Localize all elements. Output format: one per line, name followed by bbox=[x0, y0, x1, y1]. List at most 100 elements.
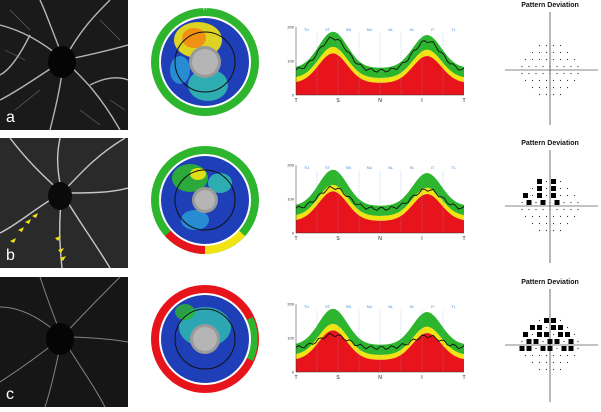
pd-normal-point bbox=[570, 208, 572, 211]
pd-normal-point bbox=[521, 201, 523, 204]
pd-deficit-point bbox=[537, 332, 542, 337]
pd-normal-point bbox=[538, 86, 541, 89]
sector-label: IN bbox=[410, 165, 414, 170]
pd-normal-point bbox=[524, 215, 527, 218]
thickness-map-svg: ST bbox=[151, 6, 259, 116]
sector-label: TU bbox=[304, 304, 309, 309]
pd-normal-point bbox=[545, 215, 548, 218]
sector-label: TL bbox=[451, 27, 456, 32]
x-tick-label: T bbox=[462, 98, 465, 104]
panel-letter: a bbox=[6, 109, 15, 126]
pd-normal-point bbox=[545, 86, 548, 89]
pd-normal-point bbox=[538, 368, 541, 371]
pattern-deviation-title: Pattern Deviation bbox=[521, 2, 579, 9]
thickness-map: ST bbox=[150, 0, 260, 130]
pd-normal-point bbox=[528, 65, 530, 68]
pd-normal-point bbox=[566, 222, 569, 225]
pd-normal-point bbox=[563, 208, 565, 211]
pd-normal-point bbox=[566, 215, 569, 218]
pd-normal-point bbox=[559, 51, 562, 54]
pd-normal-point bbox=[552, 79, 555, 82]
pd-normal-point bbox=[542, 72, 544, 75]
pd-normal-point bbox=[566, 187, 569, 190]
x-tick-label: I bbox=[421, 375, 422, 381]
pd-normal-point bbox=[559, 180, 562, 183]
rnfl-profile: TU ST SN NU NL IN IT TL 200 100 0 T S N I T bbox=[282, 138, 470, 268]
y-tick-label: 100 bbox=[287, 59, 294, 64]
pd-deficit-point bbox=[558, 325, 563, 330]
pd-normal-point bbox=[559, 194, 562, 197]
pattern-deviation: Pattern Deviation bbox=[500, 138, 601, 268]
sector-label: IT bbox=[431, 165, 435, 170]
sector-label: SN bbox=[346, 304, 352, 309]
pd-deficit-point bbox=[551, 325, 556, 330]
row-a: a ST TU ST SN NU NL IN IT TL 200 100 0 T S N I T Patter… bbox=[0, 0, 601, 131]
thickness-map bbox=[150, 138, 260, 268]
pd-normal-point bbox=[563, 72, 565, 75]
pd-normal-point bbox=[559, 86, 562, 89]
y-tick-label: 0 bbox=[292, 93, 295, 98]
pd-normal-point bbox=[528, 208, 530, 211]
pd-normal-point bbox=[538, 79, 541, 82]
pd-normal-point bbox=[559, 222, 562, 225]
pd-deficit-point bbox=[526, 339, 532, 344]
sector-label: NU bbox=[367, 165, 373, 170]
pd-normal-point bbox=[552, 368, 555, 371]
pd-normal-point bbox=[531, 187, 534, 190]
y-tick-label: 200 bbox=[287, 25, 294, 30]
pattern-deviation-title: Pattern Deviation bbox=[521, 279, 579, 286]
pd-normal-point bbox=[577, 72, 579, 75]
pd-normal-point bbox=[552, 354, 555, 357]
pd-normal-point bbox=[559, 187, 562, 190]
pd-deficit-point bbox=[568, 346, 574, 351]
pattern-deviation-plot bbox=[505, 289, 598, 402]
pd-normal-point bbox=[538, 222, 541, 225]
pd-normal-point bbox=[559, 93, 562, 96]
thickness-line bbox=[295, 185, 465, 211]
pd-normal-point bbox=[552, 51, 555, 54]
pd-normal-point bbox=[535, 208, 537, 211]
pd-normal-point bbox=[566, 58, 569, 61]
pd-normal-point bbox=[545, 326, 548, 329]
x-tick-label: S bbox=[336, 375, 340, 381]
x-tick-label: T bbox=[294, 236, 297, 242]
x-tick-label: I bbox=[421, 236, 422, 242]
pd-normal-point bbox=[545, 187, 548, 190]
sector-label: TU bbox=[304, 165, 309, 170]
pd-normal-point bbox=[563, 65, 565, 68]
oct-angiography-image: c bbox=[0, 276, 129, 408]
pd-normal-point bbox=[538, 58, 541, 61]
pd-normal-point bbox=[531, 361, 534, 364]
pd-normal-point bbox=[535, 65, 537, 68]
x-tick-label: T bbox=[462, 236, 465, 242]
thickness-map-svg bbox=[151, 146, 259, 254]
pd-normal-point bbox=[573, 215, 576, 218]
pd-normal-point bbox=[570, 65, 572, 68]
pd-normal-point bbox=[552, 58, 555, 61]
pd-deficit-point bbox=[537, 179, 542, 184]
pd-deficit-point bbox=[558, 332, 563, 337]
pd-normal-point bbox=[566, 86, 569, 89]
pd-deficit-point bbox=[519, 346, 525, 351]
sector-label: IN bbox=[410, 27, 414, 32]
pd-normal-point bbox=[521, 72, 523, 75]
pattern-deviation-title: Pattern Deviation bbox=[521, 140, 579, 147]
pd-normal-point bbox=[521, 208, 523, 211]
sector-label: ST bbox=[325, 304, 331, 309]
pd-normal-point bbox=[545, 180, 548, 183]
pd-normal-point bbox=[552, 86, 555, 89]
x-tick-label: I bbox=[421, 98, 422, 104]
pd-normal-point bbox=[552, 222, 555, 225]
y-tick-label: 100 bbox=[287, 197, 294, 202]
pd-normal-point bbox=[538, 44, 541, 47]
pd-deficit-point bbox=[533, 339, 539, 344]
pd-normal-point bbox=[521, 65, 523, 68]
pd-normal-point bbox=[577, 347, 579, 350]
pd-deficit-point bbox=[551, 318, 556, 323]
pd-normal-point bbox=[563, 340, 565, 343]
svg-text:ST: ST bbox=[202, 6, 208, 11]
pd-normal-point bbox=[559, 58, 562, 61]
pd-normal-point bbox=[552, 361, 555, 364]
